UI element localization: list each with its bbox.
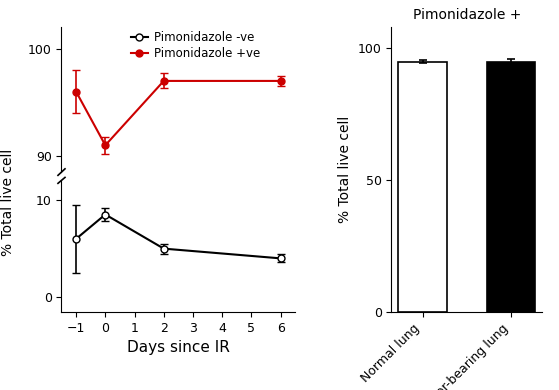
Title: Pimonidazole +: Pimonidazole + [413, 8, 521, 22]
Y-axis label: % Total live cell: % Total live cell [338, 116, 352, 223]
Bar [487, 62, 536, 312]
Text: % Total live cell: % Total live cell [1, 149, 16, 257]
X-axis label: Days since IR: Days since IR [127, 340, 230, 355]
Bar [398, 62, 447, 312]
Legend: Pimonidazole -ve, Pimonidazole +ve: Pimonidazole -ve, Pimonidazole +ve [126, 26, 265, 65]
